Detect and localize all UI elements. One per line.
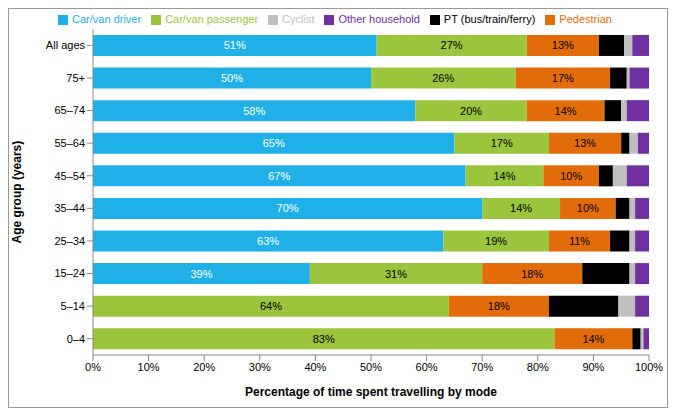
svg-text:Percentage of time spent trave: Percentage of time spent travelling by m… <box>245 385 497 399</box>
svg-text:63%: 63% <box>257 235 279 247</box>
svg-text:51%: 51% <box>224 39 246 51</box>
svg-text:27%: 27% <box>441 39 463 51</box>
svg-text:26%: 26% <box>432 72 454 84</box>
svg-text:14%: 14% <box>582 333 604 345</box>
svg-text:64%: 64% <box>260 300 282 312</box>
svg-text:11%: 11% <box>569 235 590 247</box>
svg-text:18%: 18% <box>488 300 510 312</box>
svg-text:20%: 20% <box>193 361 215 373</box>
svg-text:50%: 50% <box>221 72 243 84</box>
html-text:Pedestrian: Pedestrian <box>559 13 612 25</box>
svg-text:67%: 67% <box>268 170 290 182</box>
svg-text:20%: 20% <box>460 105 482 117</box>
svg-text:15–24: 15–24 <box>54 267 85 279</box>
svg-text:39%: 39% <box>190 268 212 280</box>
svg-text:35–44: 35–44 <box>54 202 85 214</box>
svg-text:90%: 90% <box>582 361 604 373</box>
html-text:PT (bus/train/ferry): PT (bus/train/ferry) <box>443 13 536 25</box>
svg-text:65–74: 65–74 <box>54 104 85 116</box>
svg-text:45–54: 45–54 <box>54 170 85 182</box>
svg-text:5–14: 5–14 <box>61 300 85 312</box>
svg-text:18%: 18% <box>521 268 543 280</box>
html-text:Cyclist: Cyclist <box>282 13 315 25</box>
svg-text:13%: 13% <box>552 39 574 51</box>
svg-text:10%: 10% <box>138 361 160 373</box>
svg-text:13%: 13% <box>574 137 596 149</box>
svg-text:65%: 65% <box>263 137 285 149</box>
svg-text:14%: 14% <box>493 170 515 182</box>
svg-text:70%: 70% <box>471 361 493 373</box>
svg-text:40%: 40% <box>304 361 326 373</box>
svg-text:17%: 17% <box>552 72 574 84</box>
svg-text:30%: 30% <box>249 361 271 373</box>
svg-text:75+: 75+ <box>66 72 85 84</box>
svg-text:All ages: All ages <box>46 39 86 51</box>
svg-text:0–4: 0–4 <box>67 333 85 345</box>
svg-text:Age group (years): Age group (years) <box>10 141 24 244</box>
svg-text:100%: 100% <box>635 361 663 373</box>
svg-text:14%: 14% <box>510 202 532 214</box>
svg-text:58%: 58% <box>243 105 265 117</box>
svg-text:50%: 50% <box>360 361 382 373</box>
html-text:Car/van passenger: Car/van passenger <box>165 13 259 25</box>
svg-text:55–64: 55–64 <box>54 137 85 149</box>
svg-text:60%: 60% <box>416 361 438 373</box>
svg-text:80%: 80% <box>527 361 549 373</box>
svg-text:17%: 17% <box>491 137 513 149</box>
svg-text:0%: 0% <box>85 361 101 373</box>
svg-text:31%: 31% <box>385 268 407 280</box>
svg-text:10%: 10% <box>577 202 599 214</box>
html-text:Car/van driver: Car/van driver <box>72 13 142 25</box>
svg-text:10%: 10% <box>560 170 582 182</box>
svg-text:83%: 83% <box>313 333 335 345</box>
html-text:Other household: Other household <box>338 13 420 25</box>
svg-text:14%: 14% <box>555 105 577 117</box>
svg-text:25–34: 25–34 <box>54 235 85 247</box>
svg-text:19%: 19% <box>485 235 507 247</box>
svg-text:70%: 70% <box>277 202 299 214</box>
